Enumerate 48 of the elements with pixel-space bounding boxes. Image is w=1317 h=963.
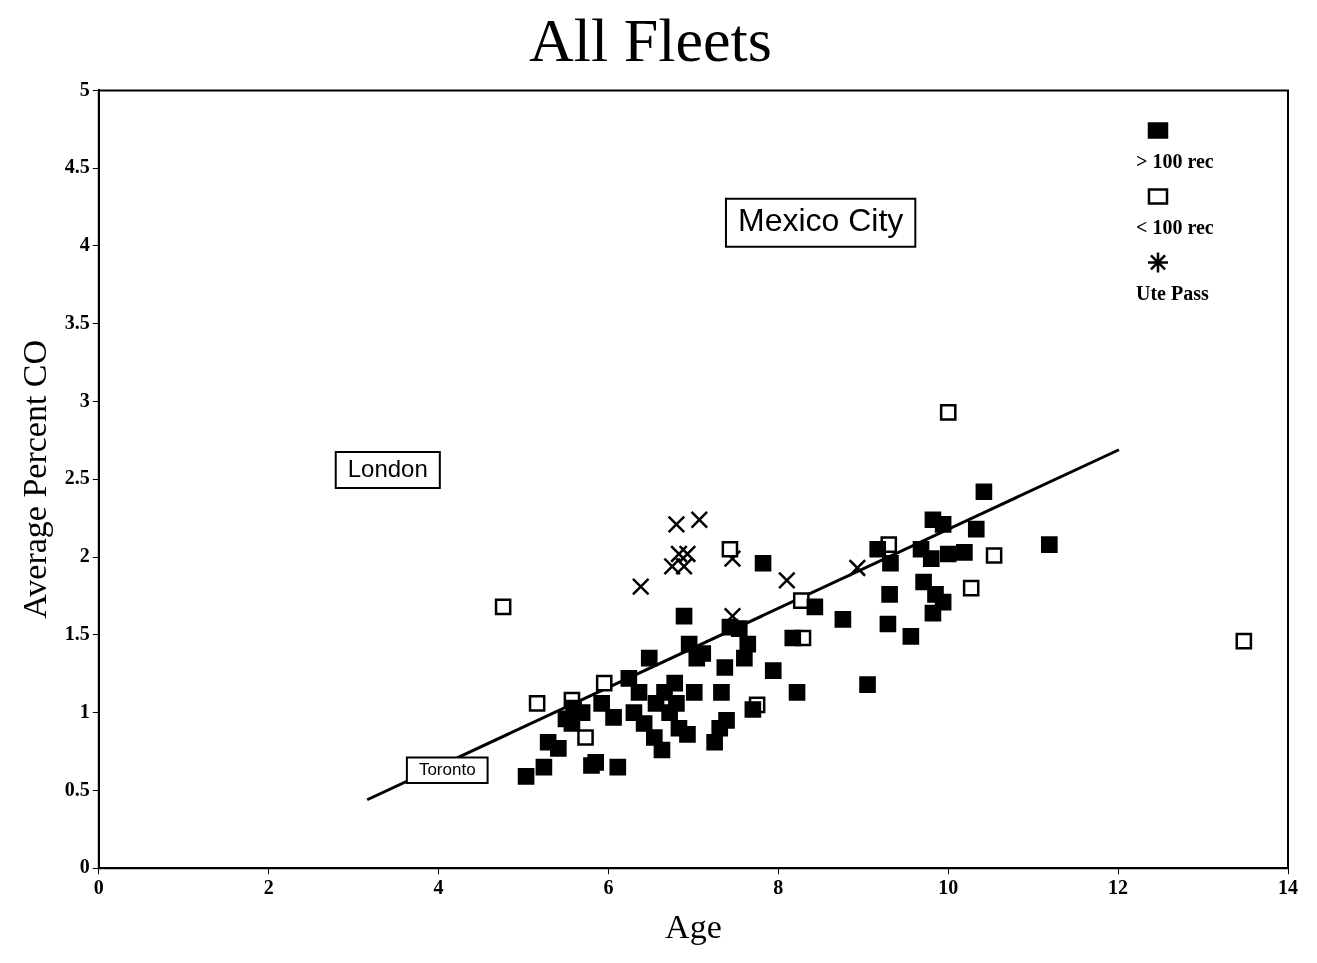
x-tick-label: 8 [773, 876, 784, 899]
point [678, 544, 697, 563]
x-tick-label: 14 [1278, 876, 1298, 899]
point [667, 515, 686, 534]
chart-title: All Fleets [529, 6, 772, 75]
y-tick-label: 3.5 [64, 310, 90, 333]
x-tick-label: 6 [603, 876, 614, 899]
point [595, 674, 613, 692]
y-axis-title: Average Percent CO [16, 339, 54, 619]
point [631, 577, 650, 596]
y-tick-label: 2.5 [64, 466, 90, 489]
point [669, 544, 688, 563]
point [690, 510, 709, 529]
x-tick-label: 2 [263, 876, 274, 899]
point [939, 404, 957, 421]
point [985, 547, 1003, 564]
x-tick-label: 0 [93, 876, 104, 899]
point [848, 558, 867, 577]
legend-label: < 100 rec [1136, 215, 1214, 238]
annotation: Mexico City [737, 202, 904, 239]
point [777, 571, 796, 590]
point [723, 549, 742, 568]
annotation: Toronto [418, 759, 476, 779]
y-tick-label: 1 [79, 699, 90, 722]
y-tick-label: 1.5 [64, 622, 90, 645]
point [663, 557, 682, 576]
y-tick-label: 4.5 [64, 155, 90, 178]
legend-label: > 100 rec [1136, 149, 1214, 172]
x-tick-label: 4 [433, 876, 444, 899]
point [792, 592, 810, 609]
x-tick-label: 12 [1108, 876, 1129, 899]
point [494, 598, 512, 616]
point [1235, 632, 1253, 650]
point [577, 729, 594, 746]
point [528, 694, 546, 712]
point [675, 557, 694, 576]
y-tick-label: 3 [79, 388, 90, 411]
annotation: London [347, 454, 428, 482]
x-axis-title: Age [665, 907, 722, 945]
y-tick-label: 0.5 [64, 777, 90, 800]
y-tick-label: 2 [79, 544, 90, 567]
x-tick-label: 10 [938, 876, 959, 899]
y-tick-label: 5 [79, 77, 90, 100]
point [962, 579, 980, 597]
legend-label: Ute Pass [1136, 281, 1209, 304]
point [721, 540, 739, 558]
y-tick-label: 0 [79, 855, 90, 878]
y-tick-label: 4 [79, 233, 90, 256]
